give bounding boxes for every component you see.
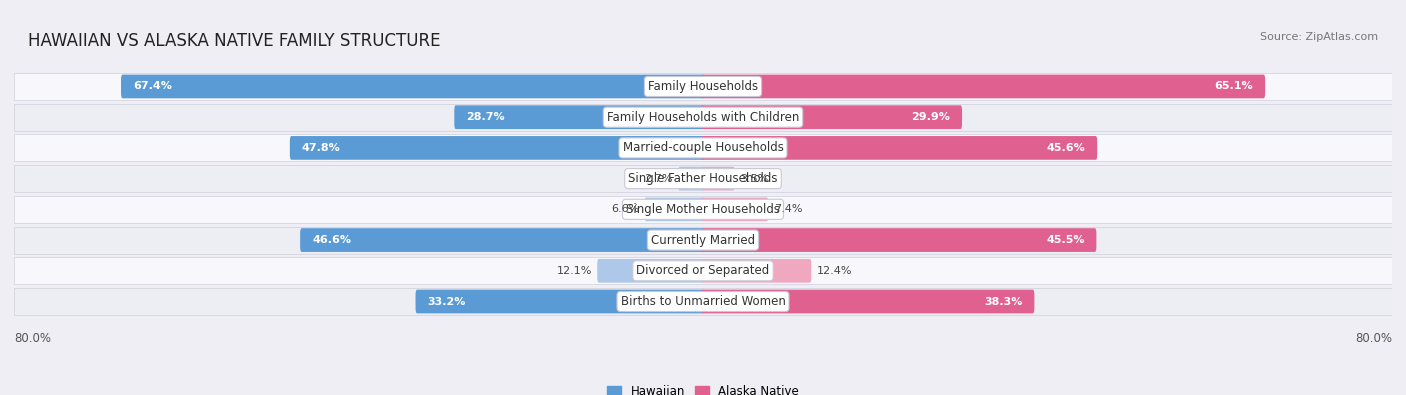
Text: 45.5%: 45.5% bbox=[1046, 235, 1084, 245]
FancyBboxPatch shape bbox=[702, 228, 1097, 252]
Text: 33.2%: 33.2% bbox=[427, 297, 465, 307]
FancyBboxPatch shape bbox=[702, 105, 962, 129]
Text: Divorced or Separated: Divorced or Separated bbox=[637, 264, 769, 277]
Bar bbox=[14, 196, 1392, 223]
FancyBboxPatch shape bbox=[644, 198, 704, 221]
FancyBboxPatch shape bbox=[598, 259, 704, 283]
Bar bbox=[14, 165, 1392, 192]
Bar bbox=[14, 103, 1392, 131]
Text: Single Mother Households: Single Mother Households bbox=[626, 203, 780, 216]
FancyBboxPatch shape bbox=[290, 136, 704, 160]
Text: 12.4%: 12.4% bbox=[817, 266, 852, 276]
Text: 65.1%: 65.1% bbox=[1215, 81, 1253, 92]
Text: 46.6%: 46.6% bbox=[312, 235, 352, 245]
FancyBboxPatch shape bbox=[121, 75, 704, 98]
Text: HAWAIIAN VS ALASKA NATIVE FAMILY STRUCTURE: HAWAIIAN VS ALASKA NATIVE FAMILY STRUCTU… bbox=[28, 32, 440, 50]
FancyBboxPatch shape bbox=[702, 259, 811, 283]
FancyBboxPatch shape bbox=[299, 228, 704, 252]
Text: Married-couple Households: Married-couple Households bbox=[623, 141, 783, 154]
FancyBboxPatch shape bbox=[702, 198, 768, 221]
Legend: Hawaiian, Alaska Native: Hawaiian, Alaska Native bbox=[602, 380, 804, 395]
Text: 7.4%: 7.4% bbox=[773, 204, 801, 214]
Text: 28.7%: 28.7% bbox=[467, 112, 505, 122]
Bar bbox=[14, 227, 1392, 254]
Text: 45.6%: 45.6% bbox=[1046, 143, 1085, 153]
Text: 2.7%: 2.7% bbox=[644, 174, 673, 184]
Text: Family Households with Children: Family Households with Children bbox=[607, 111, 799, 124]
Bar bbox=[14, 257, 1392, 284]
FancyBboxPatch shape bbox=[678, 167, 704, 190]
Text: 80.0%: 80.0% bbox=[14, 333, 51, 346]
Text: Source: ZipAtlas.com: Source: ZipAtlas.com bbox=[1260, 32, 1378, 41]
Text: Family Households: Family Households bbox=[648, 80, 758, 93]
FancyBboxPatch shape bbox=[416, 290, 704, 313]
Text: Single Father Households: Single Father Households bbox=[628, 172, 778, 185]
Text: 12.1%: 12.1% bbox=[557, 266, 592, 276]
FancyBboxPatch shape bbox=[702, 75, 1265, 98]
Bar bbox=[14, 73, 1392, 100]
FancyBboxPatch shape bbox=[702, 167, 735, 190]
Text: 38.3%: 38.3% bbox=[984, 297, 1022, 307]
Text: 3.5%: 3.5% bbox=[740, 174, 768, 184]
Bar bbox=[14, 288, 1392, 315]
Text: Births to Unmarried Women: Births to Unmarried Women bbox=[620, 295, 786, 308]
Bar bbox=[14, 134, 1392, 162]
FancyBboxPatch shape bbox=[702, 136, 1097, 160]
Text: 29.9%: 29.9% bbox=[911, 112, 950, 122]
FancyBboxPatch shape bbox=[454, 105, 704, 129]
Text: 6.6%: 6.6% bbox=[612, 204, 640, 214]
FancyBboxPatch shape bbox=[702, 290, 1035, 313]
Text: Currently Married: Currently Married bbox=[651, 233, 755, 246]
Text: 47.8%: 47.8% bbox=[302, 143, 340, 153]
Text: 80.0%: 80.0% bbox=[1355, 333, 1392, 346]
Text: 67.4%: 67.4% bbox=[134, 81, 172, 92]
